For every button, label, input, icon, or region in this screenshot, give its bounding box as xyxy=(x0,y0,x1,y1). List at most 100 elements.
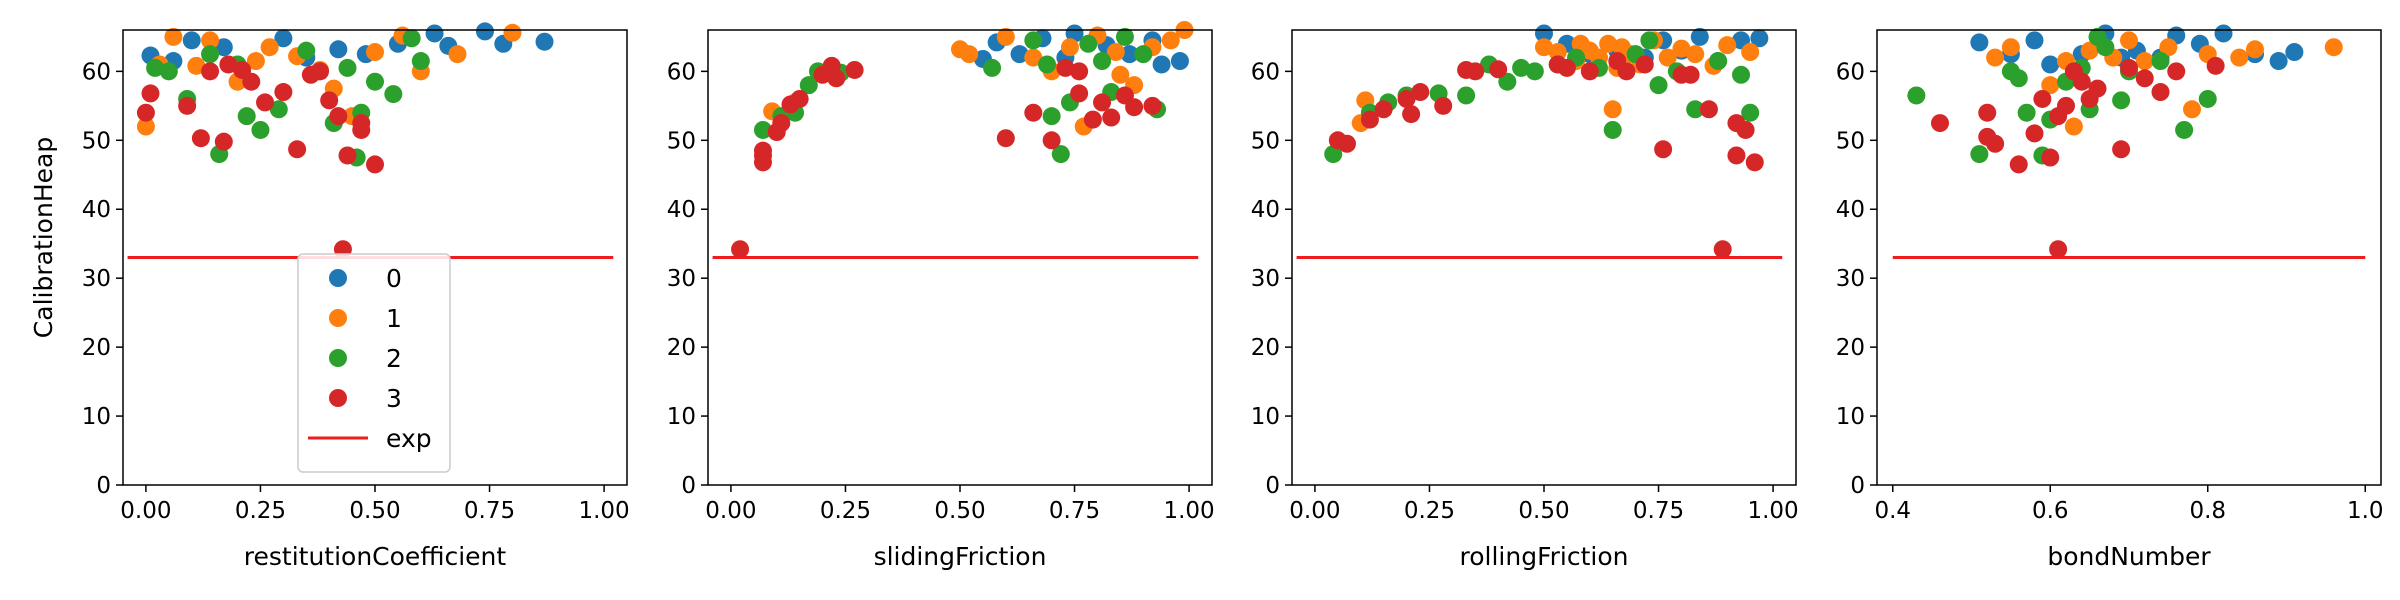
data-point xyxy=(1686,45,1705,64)
y-tick-label: 20 xyxy=(1251,335,1280,361)
data-point xyxy=(2112,91,2131,110)
data-point xyxy=(136,103,155,122)
data-point xyxy=(2033,89,2052,108)
data-point xyxy=(251,120,270,139)
data-point xyxy=(1599,34,1618,53)
data-point xyxy=(1548,43,1567,62)
data-point xyxy=(1727,146,1746,165)
data-point xyxy=(827,69,846,88)
data-point xyxy=(201,31,220,50)
data-point xyxy=(1411,83,1430,102)
data-point xyxy=(2009,69,2028,88)
data-point xyxy=(237,107,256,126)
data-point xyxy=(1170,52,1189,71)
data-point xyxy=(1093,52,1112,71)
subplot-4: 0.4 0.6 0.8 1.0 0 10 20 30 40 50 60 bondNumber xyxy=(1836,24,2384,571)
data-point xyxy=(1658,48,1677,67)
data-point xyxy=(2064,117,2083,136)
data-point xyxy=(2206,56,2225,75)
data-point xyxy=(1120,45,1139,64)
data-point xyxy=(2151,52,2170,71)
data-point xyxy=(1042,131,1061,150)
data-point xyxy=(1374,100,1393,119)
x-tick-label: 1.00 xyxy=(1163,498,1214,524)
data-point xyxy=(366,72,384,91)
x-tick-label: 0.50 xyxy=(349,498,400,524)
data-point xyxy=(191,129,210,148)
data-point xyxy=(1143,96,1162,115)
data-point xyxy=(1617,62,1636,81)
data-point xyxy=(136,117,155,136)
y-tick-label: 10 xyxy=(82,404,111,430)
data-point xyxy=(845,60,864,79)
data-point xyxy=(1732,65,1751,84)
data-point xyxy=(219,55,238,74)
data-point xyxy=(1713,240,1732,259)
data-point xyxy=(297,41,316,60)
data-point xyxy=(2324,38,2343,57)
data-point xyxy=(2017,103,2036,122)
y-tick-label: 50 xyxy=(82,128,111,154)
data-point xyxy=(311,62,330,81)
data-point xyxy=(260,38,279,57)
y-tick-label: 40 xyxy=(82,197,111,223)
data-point xyxy=(1152,55,1171,74)
data-point xyxy=(329,40,348,59)
data-point xyxy=(1690,27,1709,46)
legend-marker xyxy=(329,309,347,327)
data-point xyxy=(960,45,979,64)
data-point xyxy=(2088,79,2107,98)
data-point xyxy=(2151,83,2170,102)
legend-marker xyxy=(329,389,347,407)
plot-frame xyxy=(122,29,628,486)
data-point xyxy=(201,45,220,64)
plot-frame xyxy=(1876,29,2382,486)
data-point xyxy=(1727,114,1746,133)
data-point xyxy=(1010,45,1029,64)
data-point xyxy=(753,141,772,160)
data-point xyxy=(1603,120,1622,139)
subplots: 0.00 0.25 0.50 0.75 1.000102030405060restitu… xyxy=(29,21,2384,571)
y-tick-label: 10 xyxy=(1251,404,1280,430)
data-point xyxy=(2088,27,2107,46)
data-point xyxy=(164,27,183,46)
data-point xyxy=(384,85,403,104)
data-point xyxy=(320,91,339,110)
y-tick-label: 40 xyxy=(1836,197,1865,223)
data-point xyxy=(1402,105,1421,124)
y-tick-label: 0 xyxy=(681,473,696,499)
y-tick-label: 30 xyxy=(1251,266,1280,292)
data-point xyxy=(1060,38,1079,57)
data-point xyxy=(2080,41,2099,60)
series-3 xyxy=(1931,56,2225,259)
data-point xyxy=(274,83,293,102)
data-point xyxy=(1557,58,1576,77)
y-tick-label: 20 xyxy=(667,335,696,361)
data-point xyxy=(2214,24,2233,43)
data-point xyxy=(1042,107,1061,126)
data-point xyxy=(352,114,371,133)
data-point xyxy=(799,76,818,95)
data-point xyxy=(2246,40,2264,59)
data-point xyxy=(2183,100,2201,119)
data-point xyxy=(146,58,165,77)
data-point xyxy=(1535,24,1553,43)
data-point xyxy=(1986,134,2005,153)
data-point xyxy=(1603,100,1622,119)
data-point xyxy=(411,52,430,71)
data-point xyxy=(214,38,233,57)
series-3 xyxy=(136,55,384,259)
subplot-1: 0.00 0.25 0.50 0.75 1.000102030405060restitu… xyxy=(29,22,630,571)
data-point xyxy=(2049,240,2068,259)
y-tick-label: 10 xyxy=(667,404,696,430)
x-tick-label: 0.4 xyxy=(1874,498,1911,524)
legend: 0 1 2 3 exp xyxy=(297,253,451,473)
data-point xyxy=(535,32,554,51)
data-point xyxy=(1745,153,1764,172)
data-point xyxy=(1397,89,1416,108)
data-point xyxy=(2120,31,2138,50)
data-point xyxy=(996,129,1015,148)
x-axis-label: slidingFriction xyxy=(874,542,1047,571)
data-point xyxy=(1741,43,1760,62)
